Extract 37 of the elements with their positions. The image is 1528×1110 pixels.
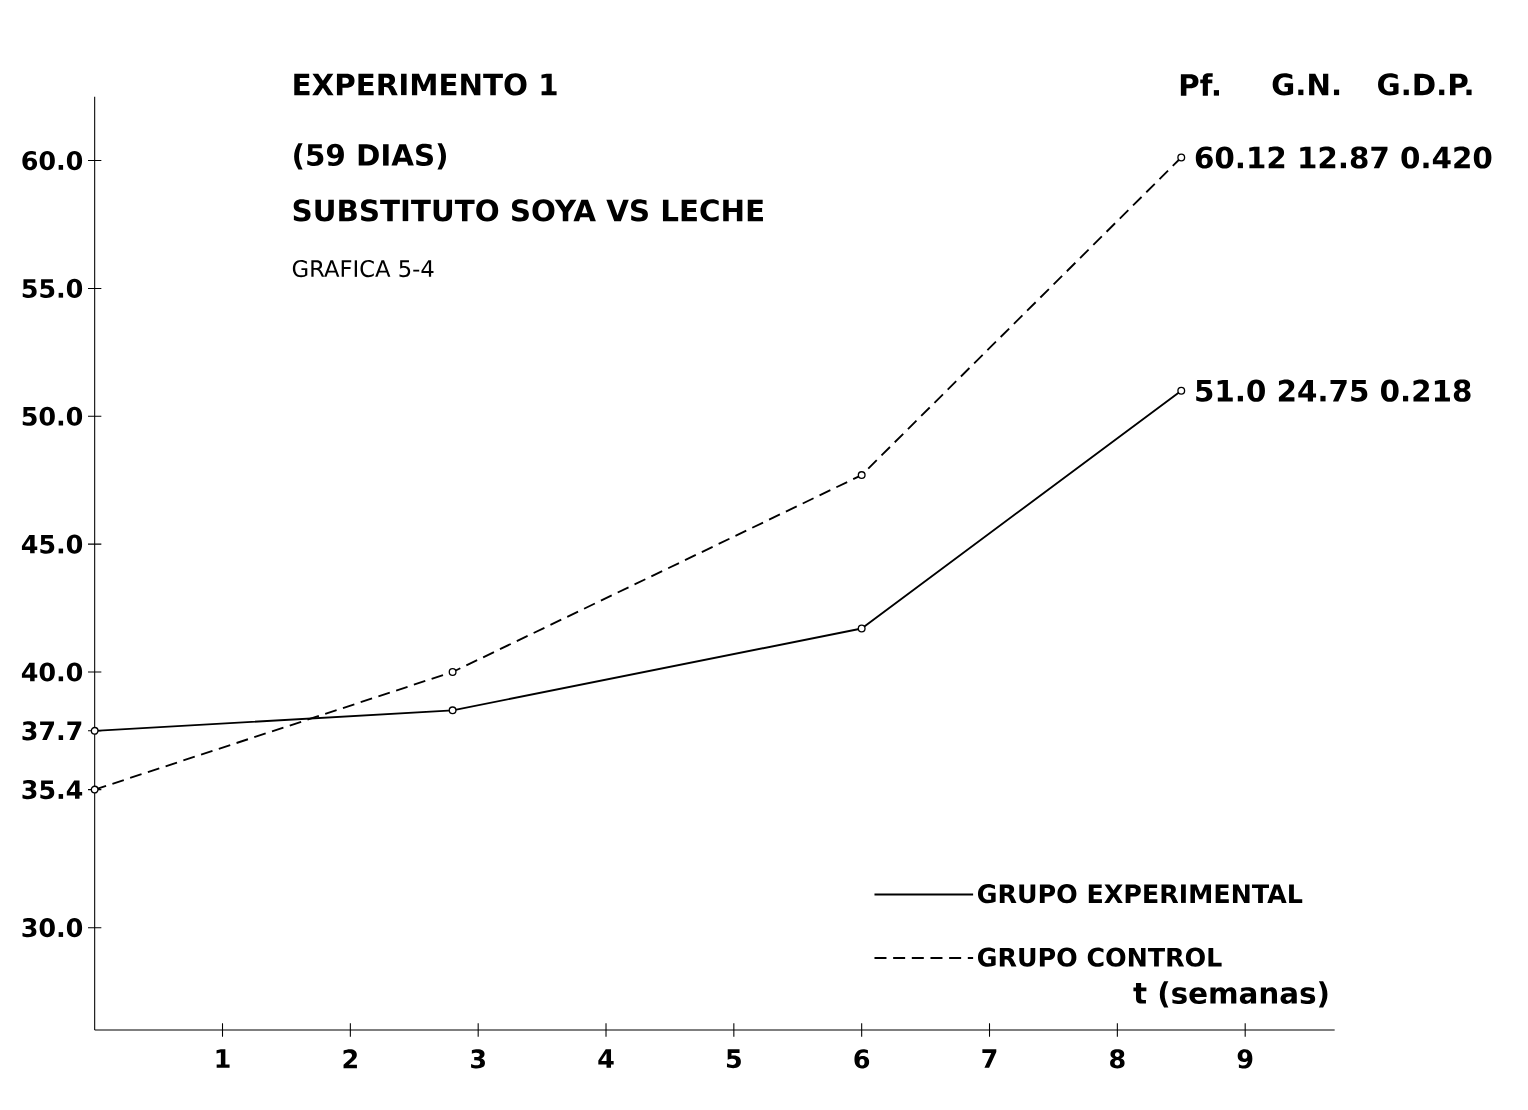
text: G.D.P. xyxy=(1378,73,1472,96)
point xyxy=(857,624,866,633)
x-tick-label: 7 xyxy=(982,1049,997,1068)
x-tick-label: 6 xyxy=(854,1049,870,1069)
y-tick-label: 30.0 xyxy=(22,918,83,938)
text: (59 DIAS) xyxy=(294,143,446,170)
annotation: GRAFICA 5-4 xyxy=(292,260,434,278)
x-tick-label: 2 xyxy=(343,1049,357,1069)
y-tick-label: 40.0 xyxy=(21,662,83,682)
point xyxy=(448,667,457,676)
point xyxy=(857,471,866,480)
annotation: 60.12 12.87 0.420 xyxy=(1195,146,1492,169)
x-axis-title: t (semanas) xyxy=(1133,981,1328,1008)
y-tick-label: 60.0 xyxy=(22,151,83,171)
x-tick-label: 8 xyxy=(1110,1049,1125,1069)
y-tick-label: 37.7 xyxy=(22,721,82,741)
annotation: 51.0 24.75 0.218 xyxy=(1196,379,1471,402)
text: G.N. xyxy=(1272,73,1340,96)
chart-title: EXPERIMENTO 1 xyxy=(294,73,557,96)
point xyxy=(448,706,457,715)
point xyxy=(90,726,99,735)
x-tick-label: 1 xyxy=(216,1049,230,1068)
x-tick-label: 9 xyxy=(1237,1049,1253,1069)
x-tick-label: 5 xyxy=(726,1049,741,1069)
y-tick-label: 50.0 xyxy=(22,406,83,426)
x-tick-label: 3 xyxy=(471,1049,485,1069)
legend-label: GRUPO CONTROL xyxy=(977,947,1222,967)
y-tick-label: 55.0 xyxy=(22,278,83,299)
text: Pf. xyxy=(1180,73,1219,96)
point xyxy=(90,785,99,794)
legend-label: GRUPO EXPERIMENTAL xyxy=(977,884,1303,904)
x-tick-label: 4 xyxy=(598,1049,614,1068)
y-tick-label: 45.0 xyxy=(21,534,83,554)
annotation: SUBSTITUTO SOYA VS LECHE xyxy=(293,199,763,222)
y-tick-label: 35.4 xyxy=(22,780,83,800)
point xyxy=(1177,153,1186,162)
point xyxy=(1177,386,1186,395)
